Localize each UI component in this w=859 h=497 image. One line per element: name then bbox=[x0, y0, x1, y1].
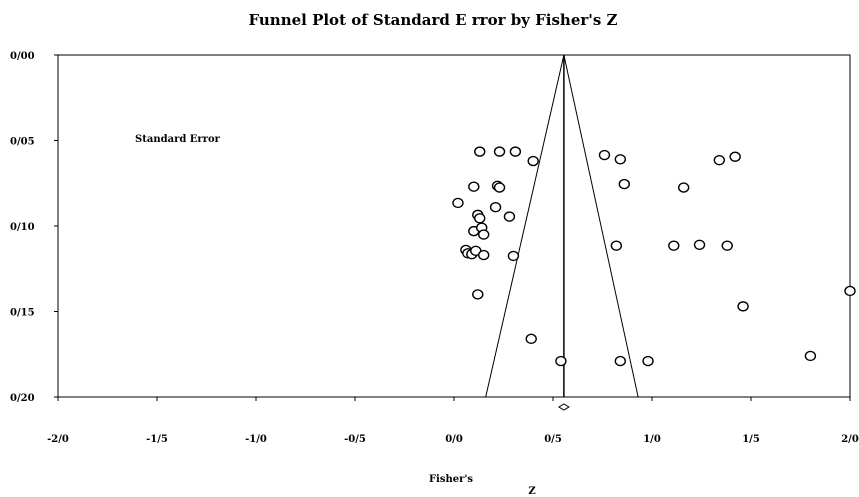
study-point bbox=[693, 239, 706, 251]
y-axis: 0/00 0/05 0/10 0/15 0/20 bbox=[10, 51, 58, 404]
y-tick-label: 0/15 bbox=[10, 308, 35, 319]
study-point bbox=[614, 154, 627, 165]
x-tick-label: 1/0 bbox=[643, 434, 661, 445]
study-point bbox=[555, 355, 567, 367]
x-tick-label: 2/0 bbox=[841, 434, 859, 445]
data-points bbox=[452, 146, 856, 367]
study-point bbox=[489, 201, 502, 213]
study-point bbox=[452, 197, 464, 209]
x-tick-label: -1/0 bbox=[245, 434, 267, 445]
funnel-left-line bbox=[485, 54, 565, 398]
y-tick-label: 0/20 bbox=[10, 393, 35, 404]
study-point bbox=[527, 155, 539, 167]
x-tick-label: 0/0 bbox=[445, 434, 463, 445]
y-axis-label: Standard Error bbox=[135, 134, 221, 145]
study-point bbox=[610, 240, 623, 251]
study-point bbox=[525, 333, 537, 345]
study-point bbox=[472, 289, 484, 300]
study-point bbox=[721, 240, 733, 251]
study-point bbox=[509, 146, 522, 157]
x-tick-label: -0/5 bbox=[344, 434, 366, 445]
x-axis: -2/0 -1/5 -1/0 -0/5 0/0 0/5 1/0 1/5 2/0 bbox=[47, 397, 859, 445]
study-point bbox=[642, 355, 654, 367]
study-point bbox=[493, 146, 506, 157]
study-point bbox=[614, 355, 627, 367]
x-axis-label-line2: Z bbox=[528, 486, 535, 497]
study-point bbox=[507, 250, 520, 262]
x-tick-label: 0/5 bbox=[544, 434, 562, 445]
study-point bbox=[503, 211, 516, 222]
study-point bbox=[668, 240, 680, 251]
study-point bbox=[478, 249, 490, 261]
x-tick-label: -2/0 bbox=[47, 434, 69, 445]
funnel-right-line bbox=[563, 54, 639, 398]
study-point bbox=[729, 151, 741, 162]
chart-title: Funnel Plot of Standard E rror by Fisher… bbox=[249, 11, 618, 29]
summary-diamond bbox=[557, 403, 570, 411]
study-point bbox=[468, 181, 480, 192]
study-point bbox=[474, 146, 486, 157]
x-tick-label: -1/5 bbox=[146, 434, 168, 445]
study-point bbox=[677, 182, 690, 193]
study-point bbox=[618, 178, 630, 190]
y-tick-label: 0/00 bbox=[10, 51, 35, 62]
study-point bbox=[474, 213, 486, 224]
study-point bbox=[478, 229, 490, 240]
study-point bbox=[844, 285, 856, 297]
study-point bbox=[804, 350, 817, 362]
study-point bbox=[737, 301, 749, 312]
plot-frame bbox=[57, 54, 851, 398]
x-tick-label: 1/5 bbox=[742, 434, 760, 445]
y-tick-label: 0/05 bbox=[10, 137, 35, 148]
study-point bbox=[493, 182, 506, 193]
x-axis-label-line1: Fisher's bbox=[429, 474, 473, 485]
study-point bbox=[598, 149, 611, 161]
funnel-lines bbox=[485, 54, 639, 411]
study-point bbox=[713, 154, 726, 166]
y-tick-label: 0/10 bbox=[10, 222, 35, 233]
